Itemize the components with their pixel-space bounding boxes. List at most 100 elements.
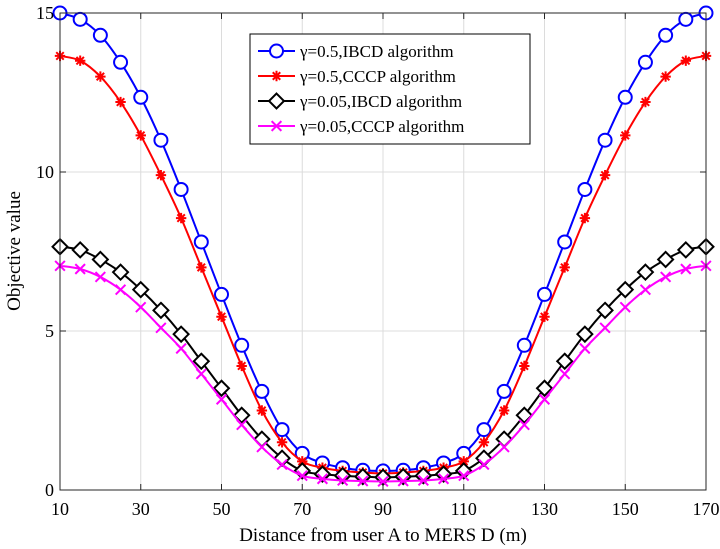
legend-label: γ=0.05,IBCD algorithm <box>299 92 462 111</box>
data-point <box>478 437 490 448</box>
data-point <box>175 342 187 355</box>
x-tick-label: 70 <box>293 499 311 519</box>
series-4 <box>54 260 712 487</box>
data-point <box>74 55 86 66</box>
x-tick-label: 30 <box>132 499 150 519</box>
data-point <box>276 458 288 471</box>
data-point <box>254 383 270 399</box>
data-point <box>599 169 611 181</box>
data-point <box>131 280 150 299</box>
data-point <box>267 92 286 110</box>
data-point <box>152 301 170 320</box>
data-point <box>680 263 692 275</box>
x-tick-label: 150 <box>612 499 639 519</box>
data-point <box>236 419 248 431</box>
data-point <box>518 419 530 431</box>
data-point <box>271 70 282 82</box>
data-point <box>636 263 655 282</box>
data-point <box>196 262 207 273</box>
series-3 <box>51 237 715 487</box>
data-point <box>216 311 227 322</box>
data-point <box>153 132 169 148</box>
data-point <box>680 55 692 66</box>
data-point <box>539 311 550 322</box>
data-point <box>476 422 492 438</box>
data-point <box>95 71 106 82</box>
data-point <box>232 406 251 425</box>
data-point <box>639 284 652 296</box>
legend-item: γ=0.5,IBCD algorithm <box>258 42 454 61</box>
data-point <box>478 458 490 471</box>
data-point <box>437 473 450 485</box>
legend-item: γ=0.05,CCCP algorithm <box>258 117 464 136</box>
data-point <box>579 212 591 224</box>
data-point <box>316 473 329 485</box>
data-point <box>559 368 571 380</box>
data-point <box>296 470 308 482</box>
data-point <box>111 263 130 282</box>
data-point <box>678 11 694 27</box>
y-axis-label: Objective value <box>4 191 25 311</box>
data-point <box>297 456 308 467</box>
data-point <box>212 379 231 398</box>
x-tick-label: 10 <box>51 499 69 519</box>
data-point <box>577 181 593 197</box>
legend-box <box>249 33 531 145</box>
data-point <box>640 96 651 108</box>
data-point <box>660 271 672 283</box>
data-point <box>133 89 149 105</box>
x-tick-label: 110 <box>451 499 477 519</box>
data-point <box>274 422 290 438</box>
data-point <box>498 405 510 416</box>
data-point <box>555 352 574 371</box>
data-point <box>256 405 268 416</box>
x-axis-label: Distance from user A to MERS D (m) <box>239 525 527 546</box>
y-tick-label: 10 <box>36 162 54 182</box>
data-point <box>377 475 389 487</box>
data-point <box>616 280 635 299</box>
data-point <box>193 234 209 250</box>
data-point <box>620 130 631 141</box>
data-point <box>92 27 108 43</box>
legend-item: γ=0.05,IBCD algorithm <box>258 92 462 111</box>
legend-label: γ=0.5,CCCP algorithm <box>299 67 456 86</box>
data-point <box>195 368 207 380</box>
data-point <box>579 342 591 355</box>
data-point <box>276 437 288 448</box>
data-point <box>637 54 653 70</box>
data-point <box>575 325 594 344</box>
y-tick-label: 15 <box>36 3 54 23</box>
data-point <box>538 393 551 405</box>
data-point <box>597 132 613 148</box>
legend: γ=0.5,IBCD algorithm γ=0.5,CCCP algorithm… <box>249 33 531 145</box>
legend-label: γ=0.5,IBCD algorithm <box>299 42 454 61</box>
x-tick-label: 170 <box>693 499 720 519</box>
series-layer <box>51 5 715 487</box>
data-point <box>115 96 126 108</box>
data-point <box>155 169 167 181</box>
y-tick-label: 5 <box>45 321 54 341</box>
data-point <box>397 475 409 487</box>
data-point <box>516 337 532 353</box>
data-point <box>215 393 228 405</box>
data-point <box>557 234 573 250</box>
data-point <box>417 474 429 487</box>
data-point <box>256 441 268 453</box>
data-point <box>496 383 512 399</box>
data-point <box>676 241 695 259</box>
data-point <box>559 262 570 273</box>
data-point <box>91 250 110 269</box>
data-point <box>658 27 674 43</box>
data-point <box>214 286 229 302</box>
x-tick-label: 50 <box>213 499 231 519</box>
data-point <box>172 325 191 344</box>
x-tick-label: 90 <box>374 499 392 519</box>
data-point <box>234 337 250 353</box>
data-point <box>135 301 147 313</box>
data-point <box>458 470 470 482</box>
data-point <box>537 286 552 302</box>
data-point <box>270 120 283 132</box>
data-point <box>660 71 671 82</box>
data-point <box>269 43 284 59</box>
